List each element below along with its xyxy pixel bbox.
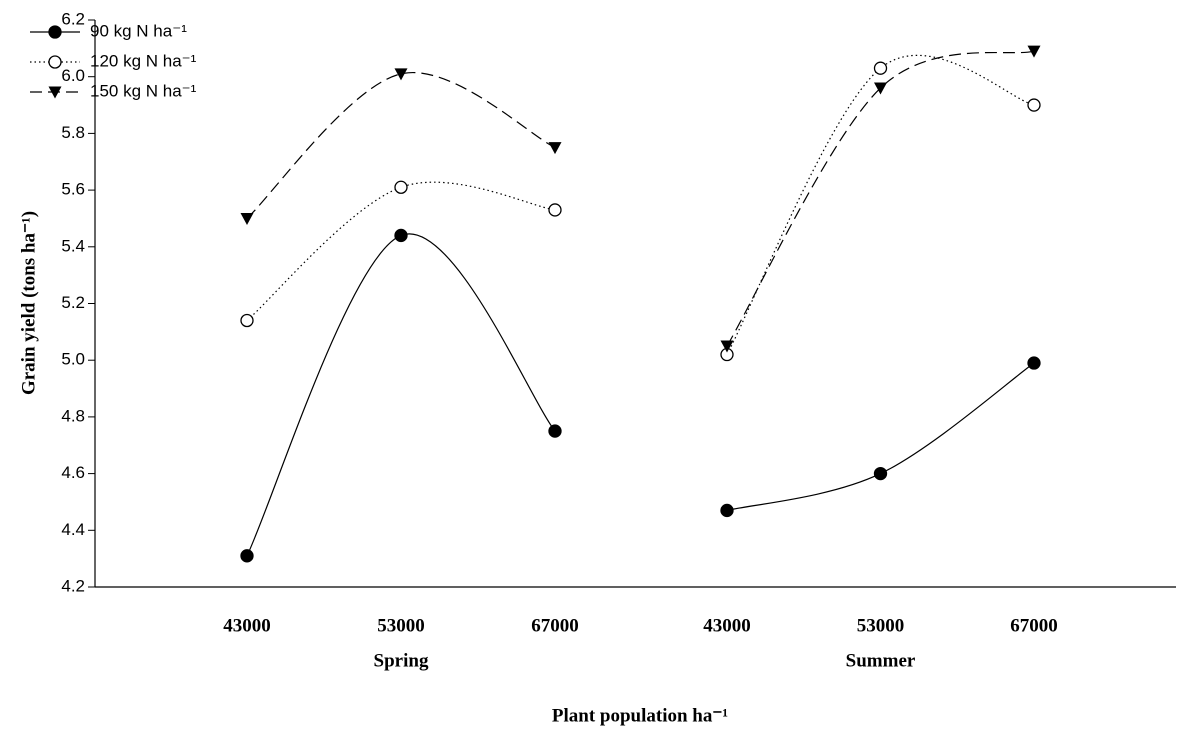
- data-point: [240, 549, 254, 563]
- y-tick-label: 5.4: [61, 236, 85, 255]
- data-point: [394, 68, 408, 81]
- data-point: [548, 142, 562, 155]
- legend-label: 150 kg N ha⁻¹: [90, 81, 197, 100]
- y-tick-label: 5.6: [61, 180, 85, 199]
- y-tick-label: 4.8: [61, 406, 85, 425]
- data-point: [1027, 98, 1041, 112]
- x-tick-label: 67000: [531, 615, 579, 636]
- data-point: [873, 466, 888, 481]
- x-tick-label: 53000: [377, 615, 425, 636]
- y-tick-label: 6.2: [61, 9, 85, 28]
- data-point: [873, 61, 888, 75]
- group-label: Spring: [374, 650, 429, 671]
- legend-label: 90 kg N ha⁻¹: [90, 21, 187, 40]
- y-tick-label: 6.0: [61, 66, 85, 85]
- y-axis-title: Grain yield (tons ha⁻¹): [18, 211, 39, 395]
- data-point: [240, 313, 254, 328]
- data-point: [548, 203, 562, 217]
- x-tick-label: 43000: [703, 615, 751, 636]
- y-tick-label: 4.2: [61, 576, 85, 595]
- y-tick-label: 4.6: [61, 463, 85, 482]
- group-label: Summer: [846, 650, 916, 671]
- y-tick-label: 5.8: [61, 123, 85, 142]
- data-point: [720, 340, 734, 353]
- x-tick-label: 43000: [223, 615, 271, 636]
- data-point: [394, 180, 408, 194]
- y-tick-label: 5.0: [61, 350, 85, 369]
- data-point: [1027, 356, 1041, 370]
- data-point: [548, 424, 562, 438]
- data-point: [874, 82, 887, 95]
- data-point: [394, 228, 408, 243]
- x-tick-label: 53000: [857, 615, 905, 636]
- x-axis-title: Plant population ha⁻¹: [552, 705, 728, 726]
- y-tick-label: 5.2: [61, 293, 85, 312]
- x-tick-label: 67000: [1010, 615, 1058, 636]
- data-point: [1027, 45, 1041, 58]
- series-line: [246, 50, 1035, 347]
- legend-marker: [48, 55, 62, 69]
- y-tick-label: 4.4: [61, 520, 85, 539]
- legend-marker: [48, 25, 62, 39]
- series-line: [246, 54, 1035, 355]
- series-line: [246, 233, 1035, 557]
- legend-label: 120 kg N ha⁻¹: [90, 51, 197, 70]
- data-point: [240, 212, 254, 225]
- data-point: [720, 503, 734, 518]
- legend-marker: [48, 86, 62, 99]
